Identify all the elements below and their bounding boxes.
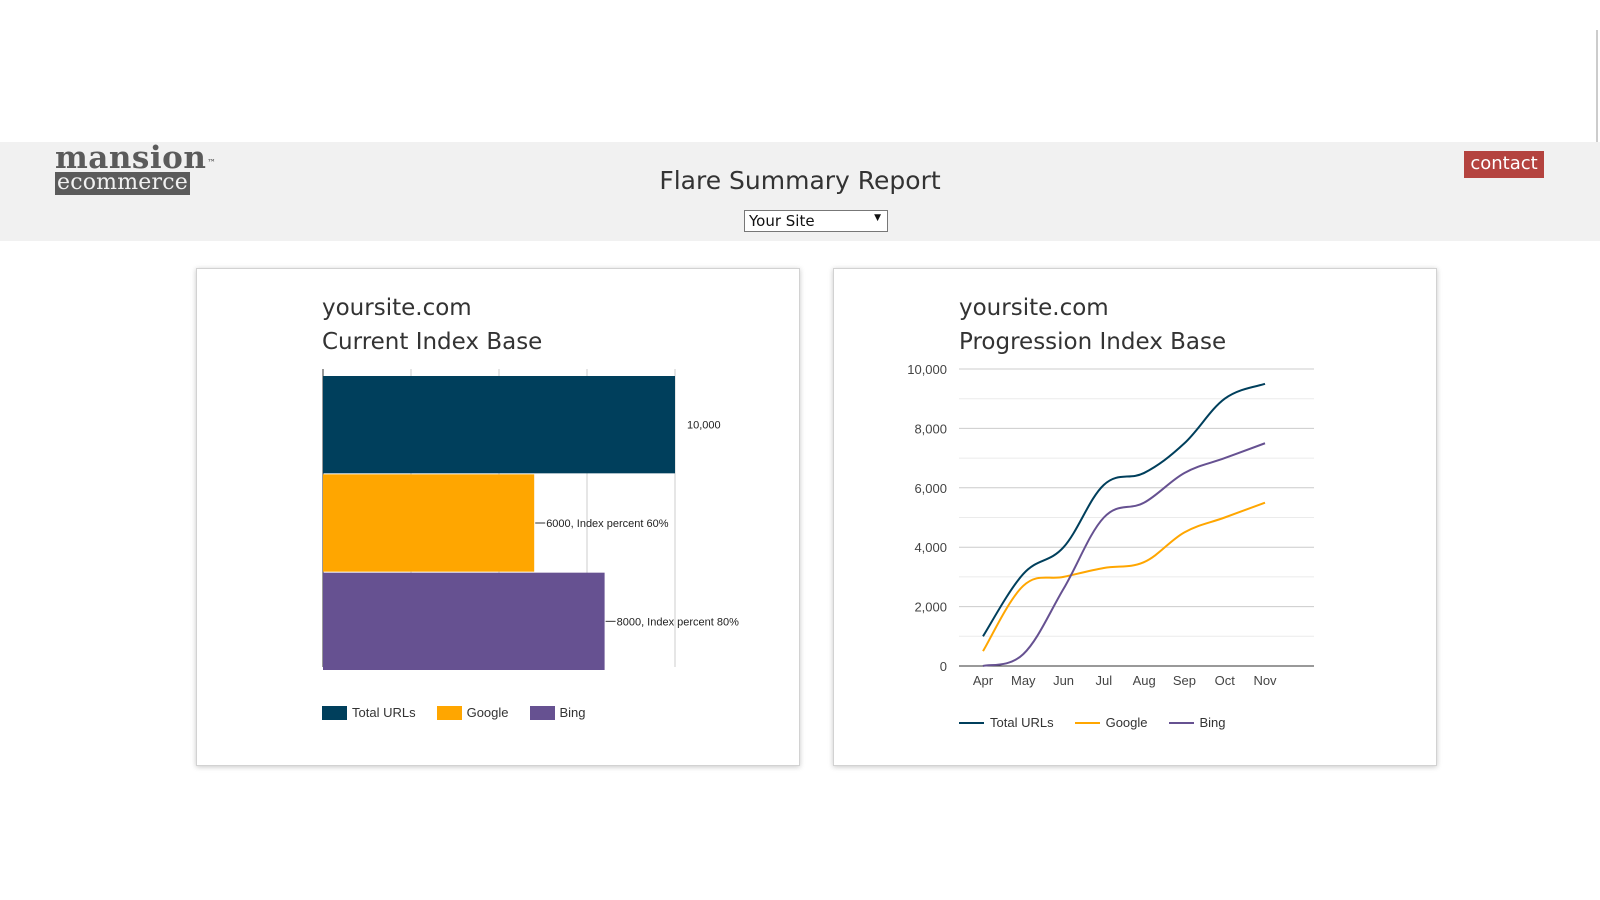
mansion-ecommerce-logo[interactable]: mansion ™ ecommerce (55, 143, 215, 195)
x-tick-label: May (1011, 673, 1036, 688)
legend-item-google[interactable]: Google (1074, 715, 1148, 730)
logo-top-text: mansion (55, 140, 207, 176)
x-tick-label: Jun (1053, 673, 1074, 688)
series-line-bing (982, 442, 1266, 667)
legend-item-bing[interactable]: Bing (529, 705, 586, 720)
y-tick-label: 4,000 (914, 540, 947, 555)
window-edge-divider (1596, 30, 1600, 142)
legend-line (1074, 721, 1100, 724)
legend-label: Total URLs (990, 715, 1054, 730)
x-tick-label: Sep (1173, 673, 1196, 688)
progression-index-line-chart: 0 2,000 4,000 6,000 8,000 10,000 Apr May Jun Jul A… (907, 362, 1314, 688)
card-site-name: yoursite.com (959, 295, 1109, 321)
x-tick-label: Jul (1096, 673, 1113, 688)
bar-data-label: 10,000 (687, 420, 721, 432)
bar-bing (323, 572, 605, 670)
progression-index-card: yoursite.com Progression Index Base 0 2,0… (833, 268, 1437, 766)
legend-swatch (436, 705, 462, 720)
logo-wordmark-bottom: ecommerce (55, 170, 190, 195)
bar-chart-legend: Total URLs Google Bing (322, 705, 607, 720)
legend-line (959, 721, 984, 724)
line-chart-legend: Total URLs Google Bing (959, 715, 1247, 730)
bar-total-urls (323, 376, 675, 474)
bar-data-label: 8000, Index percent 80% (617, 616, 740, 628)
y-tick-label: 2,000 (914, 600, 947, 615)
progression-index-title: yoursite.com Progression Index Base (959, 291, 1226, 359)
y-tick-label: 10,000 (907, 362, 947, 377)
bar-data-label: 6000, Index percent 60% (546, 518, 669, 530)
legend-label: Google (466, 705, 509, 720)
legend-swatch (529, 705, 555, 720)
card-chart-name: Progression Index Base (959, 329, 1227, 355)
contact-button[interactable]: contact (1464, 151, 1544, 178)
series-line-google (982, 501, 1266, 652)
current-index-title: yoursite.com Current Index Base (322, 291, 542, 359)
x-tick-label: Aug (1133, 673, 1156, 688)
chevron-down-icon: ▼ (874, 213, 881, 223)
site-select-value: Your Site (749, 212, 815, 230)
legend-item-google[interactable]: Google (436, 705, 509, 720)
x-tick-label: Oct (1215, 673, 1236, 688)
page-title: Flare Summary Report (659, 166, 941, 195)
legend-label: Bing (1199, 715, 1226, 730)
x-tick-label: Nov (1253, 673, 1277, 688)
y-tick-label: 0 (940, 659, 947, 674)
x-tick-label: Apr (973, 673, 994, 688)
logo-trademark: ™ (207, 157, 216, 167)
legend-label: Google (1105, 715, 1148, 730)
header-bar: mansion ™ ecommerce Flare Summary Report … (0, 142, 1600, 241)
card-chart-name: Current Index Base (322, 329, 543, 355)
bar-google (323, 474, 535, 572)
legend-item-bing[interactable]: Bing (1168, 715, 1226, 730)
legend-label: Bing (559, 705, 586, 720)
logo-wordmark-top: mansion ™ (55, 143, 215, 174)
y-tick-label: 6,000 (914, 481, 947, 496)
legend-line (1168, 721, 1194, 724)
legend-swatch (322, 705, 347, 720)
site-select[interactable]: Your Site ▼ (744, 210, 888, 232)
card-site-name: yoursite.com (322, 295, 472, 321)
y-tick-label: 8,000 (914, 421, 947, 436)
legend-label: Total URLs (352, 705, 416, 720)
current-index-card: yoursite.com Current Index Base 10,000 60… (196, 268, 800, 766)
legend-item-total-urls[interactable]: Total URLs (322, 705, 416, 720)
legend-item-total-urls[interactable]: Total URLs (959, 715, 1054, 730)
current-index-bar-chart: 10,000 6000, Index percent 60% 8000, Index… (322, 369, 740, 670)
series-line-total-urls (982, 382, 1266, 637)
